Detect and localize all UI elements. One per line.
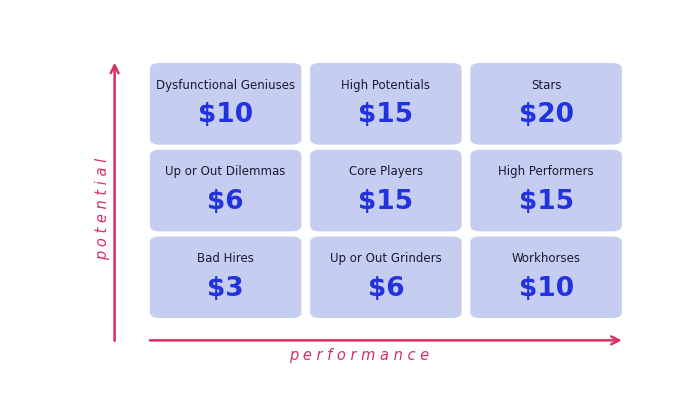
Text: Bad Hires: Bad Hires (197, 252, 254, 264)
Text: $20: $20 (519, 102, 573, 128)
Text: p e r f o r m a n c e: p e r f o r m a n c e (288, 347, 429, 362)
Text: $15: $15 (358, 102, 414, 128)
FancyBboxPatch shape (310, 237, 461, 318)
FancyBboxPatch shape (310, 64, 461, 145)
Text: Up or Out Grinders: Up or Out Grinders (330, 252, 442, 264)
Text: $15: $15 (519, 189, 574, 215)
FancyBboxPatch shape (310, 150, 461, 232)
Text: $6: $6 (368, 275, 404, 301)
Text: $3: $3 (207, 275, 244, 301)
Text: $10: $10 (519, 275, 574, 301)
Text: $15: $15 (358, 189, 414, 215)
Text: Stars: Stars (531, 78, 561, 92)
FancyBboxPatch shape (470, 237, 622, 318)
FancyBboxPatch shape (150, 150, 302, 232)
Text: High Potentials: High Potentials (342, 78, 430, 92)
FancyBboxPatch shape (150, 64, 302, 145)
Text: Dysfunctional Geniuses: Dysfunctional Geniuses (156, 78, 295, 92)
Text: Workhorses: Workhorses (512, 252, 580, 264)
FancyBboxPatch shape (150, 237, 302, 318)
Text: $6: $6 (207, 189, 244, 215)
FancyBboxPatch shape (470, 64, 622, 145)
Text: High Performers: High Performers (498, 165, 594, 178)
FancyBboxPatch shape (470, 150, 622, 232)
Text: Up or Out Dilemmas: Up or Out Dilemmas (165, 165, 286, 178)
Text: Core Players: Core Players (349, 165, 423, 178)
Text: $10: $10 (198, 102, 253, 128)
Text: p o t e n t i a l: p o t e n t i a l (95, 158, 110, 259)
